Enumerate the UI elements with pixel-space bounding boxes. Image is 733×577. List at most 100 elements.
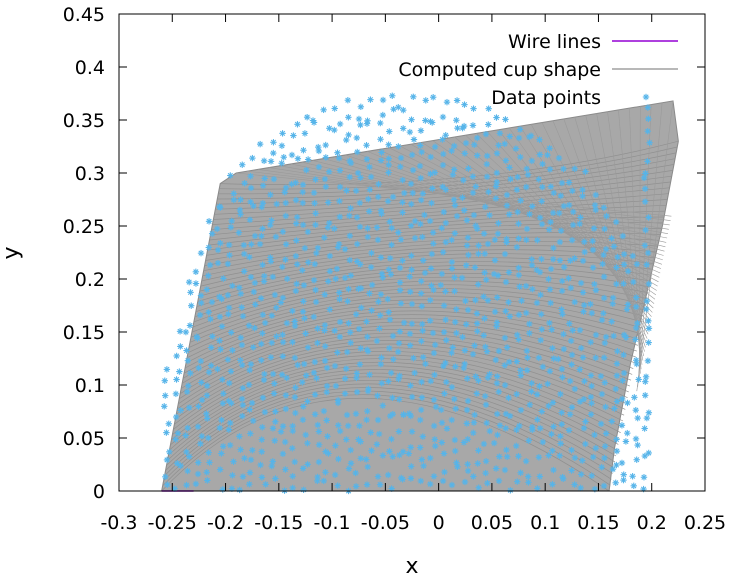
data-point	[417, 477, 424, 485]
data-point	[343, 436, 350, 443]
data-point	[609, 466, 617, 473]
data-point	[452, 405, 459, 412]
data-point	[501, 466, 509, 474]
data-point	[386, 448, 393, 455]
data-point	[227, 419, 234, 427]
data-point	[448, 481, 456, 489]
data-point	[246, 366, 253, 374]
data-point	[278, 142, 286, 149]
data-point	[555, 355, 562, 363]
data-point	[310, 369, 318, 377]
data-point	[193, 333, 200, 340]
data-point	[322, 183, 330, 190]
data-point	[516, 422, 523, 430]
data-point	[378, 270, 386, 277]
data-point	[431, 341, 439, 349]
data-point	[464, 436, 471, 443]
data-point	[464, 375, 471, 382]
data-point	[538, 408, 545, 415]
data-point	[213, 225, 221, 233]
cup-wire-line	[530, 124, 649, 335]
data-point	[535, 454, 543, 461]
data-point	[620, 251, 628, 258]
data-point	[356, 199, 363, 207]
data-point	[465, 251, 472, 259]
data-point	[431, 143, 439, 151]
cup-wire-line	[585, 115, 644, 357]
data-point	[515, 134, 523, 142]
data-point	[472, 296, 479, 304]
data-point	[353, 370, 361, 377]
data-point	[400, 411, 407, 418]
data-point	[506, 313, 513, 320]
data-point	[261, 319, 269, 327]
data-point	[624, 268, 632, 275]
data-point	[504, 453, 511, 460]
data-point	[324, 199, 332, 206]
data-point	[419, 327, 426, 334]
data-point	[592, 206, 599, 214]
data-point	[533, 391, 541, 398]
data-point	[480, 440, 488, 448]
data-point	[642, 392, 649, 399]
data-point	[641, 198, 649, 205]
data-point	[579, 257, 587, 265]
data-point	[363, 318, 370, 325]
data-point	[312, 286, 319, 294]
data-point	[613, 436, 620, 443]
data-point	[397, 300, 405, 307]
cup-wire-curve	[184, 310, 637, 369]
data-point	[492, 195, 500, 202]
data-point	[451, 202, 459, 209]
data-point	[408, 200, 415, 208]
x-tick-label: 0	[433, 512, 445, 534]
data-point	[632, 357, 640, 364]
data-point	[259, 261, 266, 269]
data-point	[334, 397, 342, 404]
data-point	[525, 437, 532, 444]
data-point	[302, 330, 309, 337]
data-point	[194, 470, 202, 478]
data-point	[430, 396, 438, 403]
data-point	[507, 175, 514, 183]
data-point	[442, 132, 449, 139]
data-point	[386, 218, 393, 225]
data-point	[205, 369, 213, 376]
data-point	[440, 450, 448, 457]
data-point	[620, 331, 628, 339]
data-point	[218, 416, 225, 424]
data-point	[549, 399, 557, 406]
data-point	[341, 274, 349, 282]
data-point	[262, 481, 269, 488]
data-point	[238, 304, 245, 311]
data-point	[473, 390, 480, 397]
data-point	[576, 220, 583, 228]
data-point	[613, 372, 621, 379]
data-point	[300, 486, 307, 493]
data-point	[515, 235, 522, 242]
data-point	[247, 173, 254, 180]
data-point	[336, 295, 343, 303]
data-point	[400, 319, 408, 326]
data-point	[399, 176, 406, 184]
data-point	[259, 225, 266, 232]
data-point	[357, 285, 365, 292]
data-point	[518, 297, 525, 304]
data-point	[576, 398, 584, 405]
data-point	[646, 139, 653, 146]
data-point	[437, 281, 444, 289]
x-tick-label: -0.2	[207, 512, 244, 534]
data-point	[407, 475, 415, 482]
data-point	[460, 122, 468, 130]
data-point	[484, 297, 492, 304]
data-point	[407, 444, 414, 451]
data-point	[417, 174, 424, 182]
data-point	[320, 106, 327, 114]
cup-wire-curve	[213, 181, 671, 220]
data-point	[304, 461, 311, 468]
data-point	[567, 284, 575, 292]
data-point	[195, 364, 202, 372]
data-point	[214, 365, 221, 373]
data-point	[396, 328, 404, 335]
legend-label-wire-lines: Wire lines	[508, 31, 601, 53]
